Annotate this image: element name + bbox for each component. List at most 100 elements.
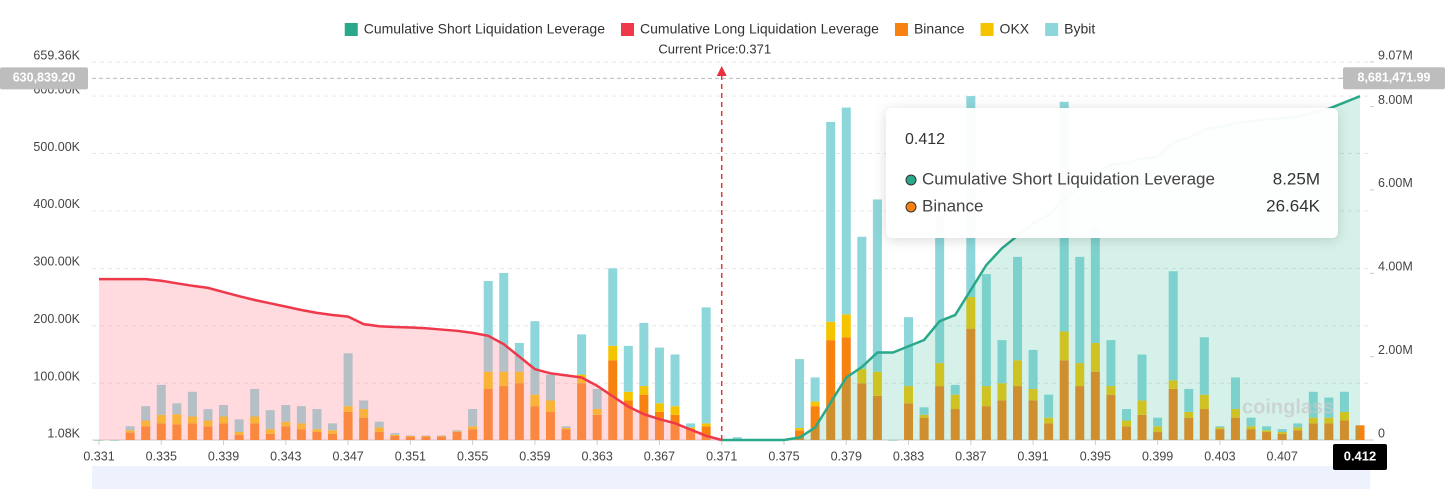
area (99, 279, 722, 440)
bar (1137, 414, 1147, 440)
range-slider[interactable] (92, 466, 1370, 489)
bar (1262, 430, 1272, 433)
bar (919, 414, 929, 418)
bar (1075, 386, 1085, 440)
bar (1137, 400, 1147, 415)
x-tick-label: 0.335 (146, 449, 177, 463)
legend-item[interactable]: Bybit (1045, 21, 1095, 37)
bar (1215, 429, 1225, 440)
bar (1106, 386, 1116, 395)
bar (577, 334, 587, 375)
bar (405, 435, 415, 437)
bar (592, 414, 602, 440)
legend-marker (344, 23, 358, 36)
bar (1044, 423, 1054, 440)
y-tick-label: 659.36K (33, 48, 80, 62)
bar (857, 236, 867, 369)
bar (1168, 380, 1178, 389)
bar (499, 272, 509, 372)
bar (1090, 371, 1100, 440)
bar (390, 433, 400, 435)
bar (374, 432, 384, 440)
x-tick-label: 0.387 (955, 449, 986, 463)
bar (1355, 425, 1365, 440)
bar (623, 345, 633, 392)
legend-marker (894, 23, 908, 36)
bar (359, 400, 369, 410)
bar (281, 426, 291, 440)
bar (452, 430, 462, 432)
y-tick-label: 300.00K (33, 255, 80, 269)
bar (670, 354, 680, 407)
bar (1090, 228, 1100, 344)
x-tick-label: 0.371 (706, 449, 737, 463)
bar (639, 394, 649, 440)
bar (265, 429, 275, 434)
bar (1230, 409, 1240, 418)
bar (219, 416, 229, 424)
bar (1153, 426, 1163, 433)
bar (405, 436, 415, 440)
bar (296, 423, 306, 430)
bar (483, 371, 493, 389)
x-tick-label: 0.407 (1267, 449, 1298, 463)
legend-item[interactable]: Cumulative Long Liquidation Leverage (621, 21, 879, 37)
bar (312, 409, 322, 430)
legend-item[interactable]: Binance (894, 21, 965, 37)
bar (654, 403, 664, 412)
watermark: coinglass (1242, 396, 1334, 418)
bar (94, 440, 104, 441)
x-tick-label: 0.375 (768, 449, 799, 463)
bar (561, 426, 571, 428)
tooltip-name: Cumulative Short Liquidation Leverage (922, 169, 1215, 188)
bar (1230, 377, 1240, 410)
bar (234, 434, 244, 440)
bar (1075, 256, 1085, 364)
bar (841, 107, 851, 315)
bar (810, 377, 820, 402)
bar (997, 340, 1007, 384)
bar (732, 437, 742, 439)
y-tick-label: 200.00K (33, 312, 80, 326)
bar (545, 411, 555, 440)
bar (701, 423, 711, 427)
bar (577, 383, 587, 440)
y2-tick-label: 6.00M (1378, 176, 1413, 190)
legend-item[interactable]: Cumulative Short Liquidation Leverage (344, 21, 605, 37)
bar (141, 420, 151, 427)
bar (281, 405, 291, 422)
bar (483, 388, 493, 440)
bar (483, 280, 493, 372)
bar (872, 371, 882, 396)
bar (919, 407, 929, 415)
legend-item[interactable]: OKX (980, 21, 1030, 37)
x-tick-label: 0.339 (208, 449, 239, 463)
bar (701, 426, 711, 440)
bar (1339, 411, 1349, 421)
bar (265, 410, 275, 430)
current-price-label: Current Price:0.371 (658, 41, 771, 56)
bar (888, 440, 898, 441)
x-tick-label: 0.383 (893, 449, 924, 463)
bar (1121, 420, 1131, 427)
y2-tick-label: 0 (1378, 426, 1385, 440)
bar (125, 432, 135, 440)
bar (1277, 432, 1287, 434)
x-tick-label: 0.379 (831, 449, 862, 463)
y2-tick-label: 4.00M (1378, 260, 1413, 274)
bar (1059, 331, 1069, 361)
bar (654, 347, 664, 404)
bar (919, 417, 929, 440)
bar (1028, 388, 1038, 401)
bar (172, 424, 182, 440)
tooltip: 0.412 Cumulative Short Liquidation Levera… (886, 108, 1338, 238)
bar (452, 432, 462, 440)
bar (904, 386, 914, 404)
bar (561, 427, 571, 430)
bar (639, 322, 649, 387)
x-tick-label: 0.399 (1142, 449, 1173, 463)
bar (966, 297, 976, 329)
bar (343, 406, 353, 412)
legend-label: OKX (1000, 21, 1030, 37)
bar (296, 406, 306, 424)
